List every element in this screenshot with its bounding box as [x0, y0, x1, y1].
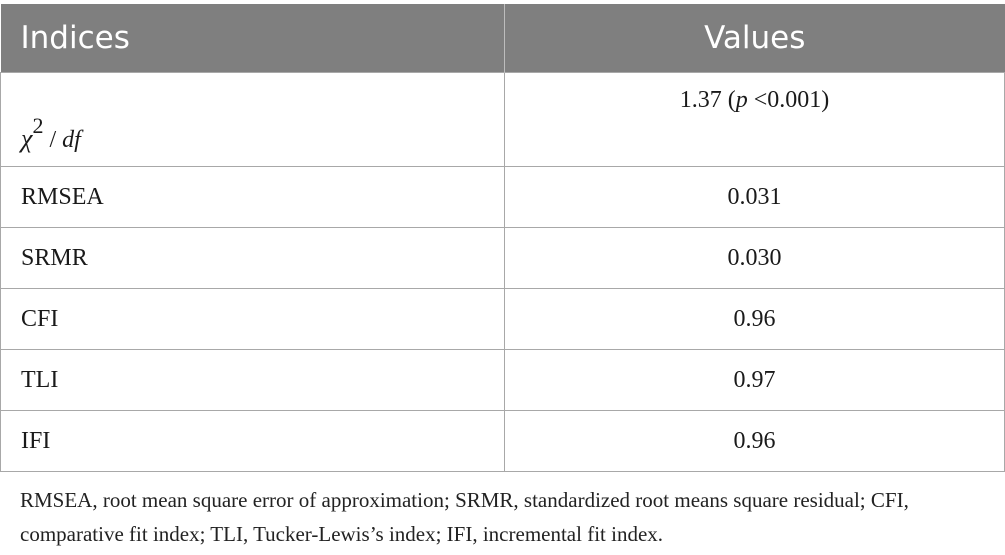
open-paren: (: [727, 87, 736, 113]
table-header-row: Indices Values: [0, 4, 1005, 73]
table-row: IFI 0.96: [0, 410, 1005, 472]
value-cell: 0.96: [504, 288, 1005, 350]
chi-square-value: 1.37: [679, 87, 722, 113]
index-cell-chi-square-df: χ2/df: [0, 72, 505, 167]
table-row: CFI 0.96: [0, 288, 1005, 350]
index-cell: SRMR: [0, 227, 505, 289]
table-footnote: RMSEA, root mean square error of approxi…: [20, 488, 909, 546]
value-cell: 0.97: [504, 349, 1005, 411]
close-paren: ): [821, 87, 830, 113]
chi-symbol: χ: [21, 124, 33, 153]
comparator: <: [753, 87, 768, 113]
header-values: Values: [504, 4, 1005, 73]
value-cell: 0.030: [504, 227, 1005, 289]
p-value: 0.001: [767, 87, 822, 113]
fit-indices-table: Indices Values χ2/df 1.37 (p <0.001) RMS…: [0, 4, 1005, 472]
table-row: χ2/df 1.37 (p <0.001): [0, 72, 1005, 167]
divider: /: [49, 127, 57, 153]
index-cell: RMSEA: [0, 166, 505, 228]
df-symbol: df: [62, 127, 81, 153]
table-row: RMSEA 0.031: [0, 166, 1005, 228]
table-row: SRMR 0.030: [0, 227, 1005, 289]
index-cell: TLI: [0, 349, 505, 411]
value-cell: 0.031: [504, 166, 1005, 228]
chi-exponent: 2: [32, 113, 44, 138]
value-cell-chi-square-df: 1.37 (p <0.001): [504, 72, 1005, 167]
header-indices: Indices: [0, 4, 505, 73]
p-symbol: p: [735, 87, 748, 113]
table-row: TLI 0.97: [0, 349, 1005, 411]
value-cell: 0.96: [504, 410, 1005, 472]
index-cell: IFI: [0, 410, 505, 472]
fit-indices-table-container: Indices Values χ2/df 1.37 (p <0.001) RMS…: [0, 4, 1005, 472]
index-cell: CFI: [0, 288, 505, 350]
